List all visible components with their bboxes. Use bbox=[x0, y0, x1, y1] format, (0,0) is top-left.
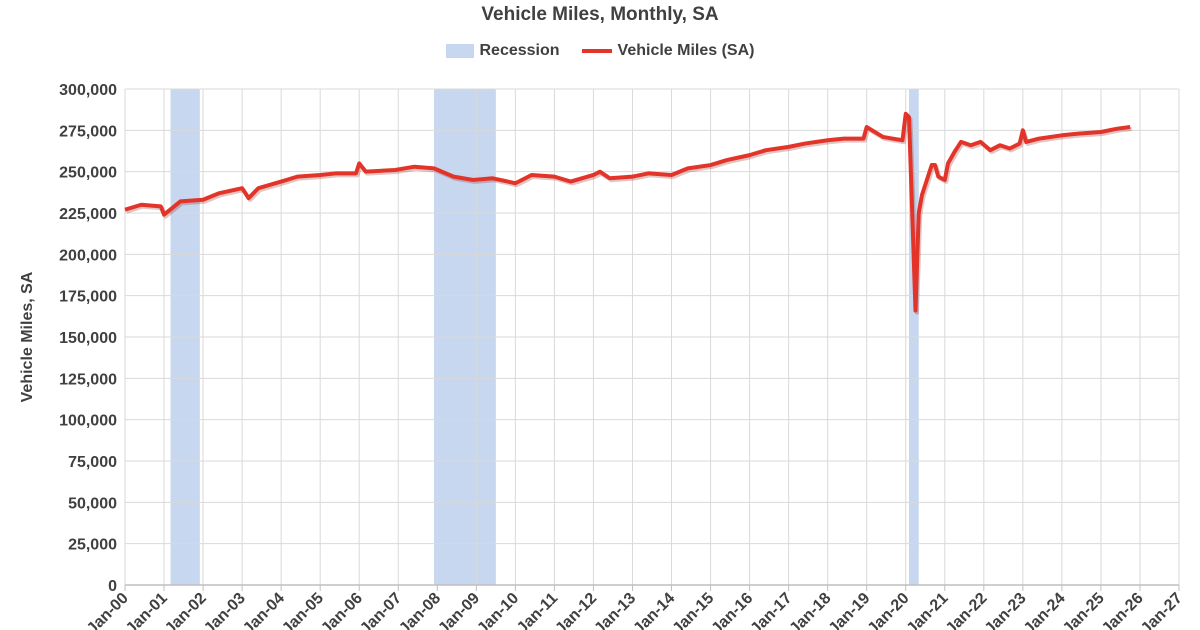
series-line-vehicle-miles bbox=[124, 111, 1131, 313]
legend-item-series: Vehicle Miles (SA) bbox=[581, 42, 755, 60]
legend-item-recession: Recession bbox=[445, 42, 560, 60]
y-tick-label: 150,000 bbox=[59, 330, 117, 347]
y-tick-label: 125,000 bbox=[59, 371, 117, 388]
y-tick-label: 250,000 bbox=[59, 165, 117, 182]
chart-title: Vehicle Miles, Monthly, SA bbox=[481, 4, 719, 25]
y-tick-label: 25,000 bbox=[68, 537, 117, 554]
y-tick-label: 50,000 bbox=[68, 495, 117, 512]
gridlines bbox=[124, 88, 1180, 586]
legend: Recession Vehicle Miles (SA) bbox=[0, 42, 1200, 60]
x-tick-label: Jan-27 bbox=[1138, 590, 1186, 630]
series-line-group bbox=[124, 111, 1132, 315]
y-tick-label: 0 bbox=[108, 578, 117, 595]
legend-label-series: Vehicle Miles (SA) bbox=[617, 42, 755, 59]
y-tick-label: 200,000 bbox=[59, 247, 117, 264]
legend-swatch-series bbox=[581, 49, 612, 53]
legend-swatch-recession bbox=[445, 44, 474, 58]
y-tick-label: 100,000 bbox=[59, 413, 117, 430]
series-line-shadow bbox=[125, 113, 1132, 315]
axes: 0 25,000 50,000 75,000 100,000 125,000 150,000… bbox=[59, 82, 1186, 630]
y-tick-label: 300,000 bbox=[59, 82, 117, 99]
y-tick-label: 225,000 bbox=[59, 206, 117, 223]
y-tick-label: 175,000 bbox=[59, 289, 117, 306]
y-tick-label: 75,000 bbox=[68, 454, 117, 471]
legend-label-recession: Recession bbox=[479, 42, 560, 59]
y-axis-label: Vehicle Miles, SA bbox=[19, 271, 36, 402]
y-tick-label: 275,000 bbox=[59, 123, 117, 140]
